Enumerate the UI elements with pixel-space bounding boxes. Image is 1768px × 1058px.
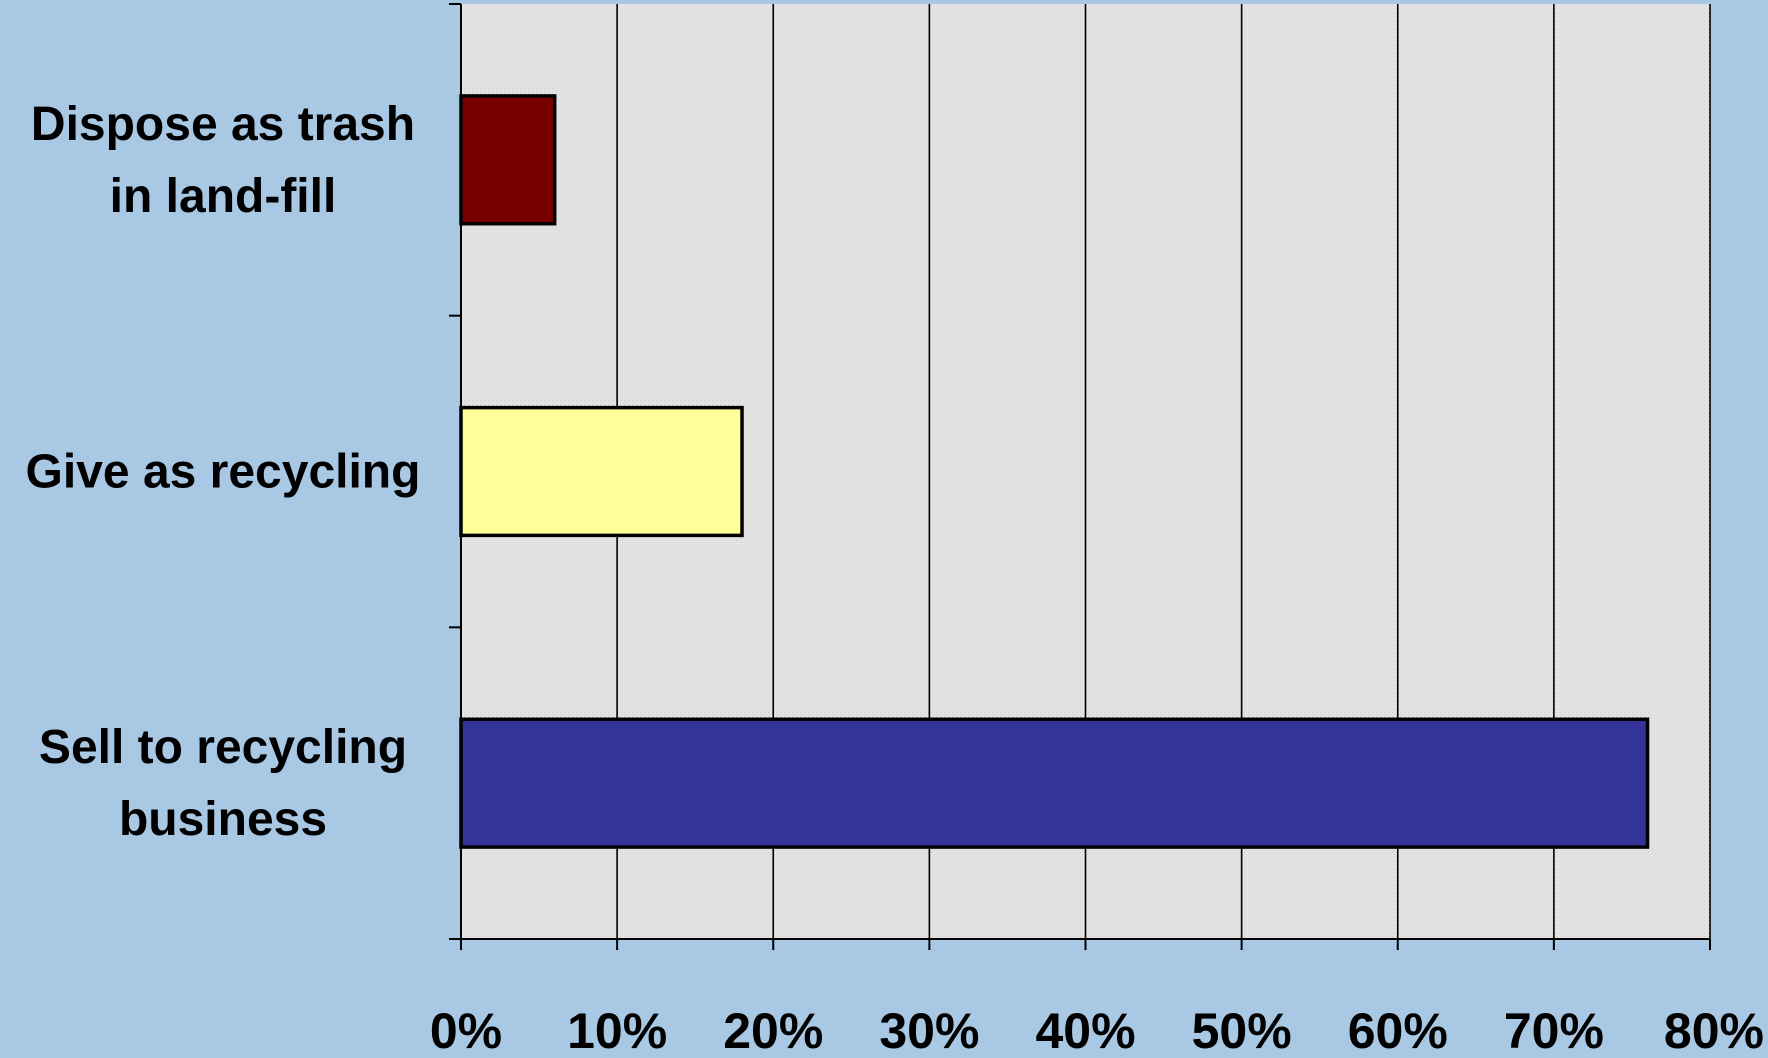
x-tick-labels: 0% 10% 20% 30% 40% 50% 60% 70% 80% (430, 1003, 1764, 1058)
category-label: Dispose as trash in land-fill (31, 97, 415, 222)
bar (459, 717, 1650, 849)
x-tick-label: 60% (1348, 1003, 1448, 1058)
category-label: Give as recycling (26, 445, 421, 498)
bar (459, 405, 744, 538)
category-label-line: Give as recycling (26, 445, 421, 498)
category-label-line: Dispose as trash (31, 97, 415, 150)
x-tick-label: 30% (879, 1003, 979, 1058)
category-label-line: Sell to recycling (39, 721, 407, 774)
x-tick-label: 50% (1192, 1003, 1292, 1058)
category-label-line: business (119, 793, 327, 846)
axes (449, 3, 1711, 950)
x-tick-label: 20% (723, 1003, 823, 1058)
x-tick-label: 10% (567, 1003, 667, 1058)
x-tick-label: 70% (1504, 1003, 1604, 1058)
category-label: Sell to recycling business (39, 721, 407, 846)
bar (459, 94, 557, 226)
x-tick-label: 0% (430, 1003, 502, 1058)
x-tick-label: 80% (1664, 1003, 1764, 1058)
category-labels: Dispose as trash in land-fill Give as recy… (26, 97, 421, 845)
x-tick-label: 40% (1035, 1003, 1135, 1058)
category-label-line: in land-fill (110, 169, 337, 222)
